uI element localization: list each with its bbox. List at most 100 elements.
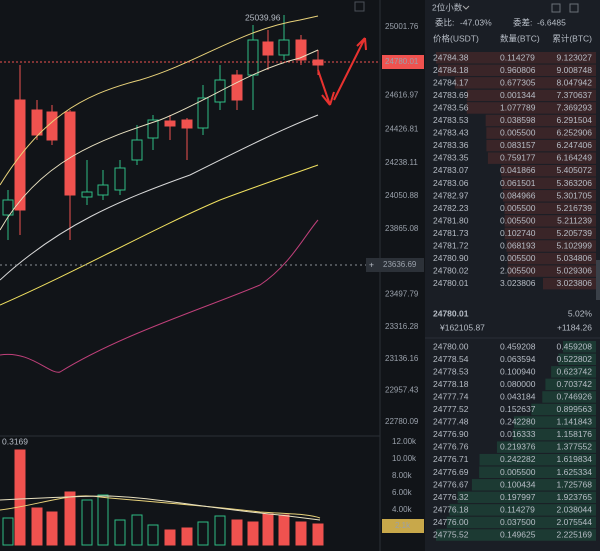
candle xyxy=(46,111,58,141)
volume-bar xyxy=(231,519,243,546)
volume-bar xyxy=(64,491,76,546)
amount: 0.242282 xyxy=(500,454,536,464)
amount: 0.043184 xyxy=(500,391,536,401)
settings-icon[interactable] xyxy=(354,1,365,12)
cumulative: 1.923765 xyxy=(557,492,593,502)
volume-bar xyxy=(131,514,143,546)
ma-line xyxy=(0,219,319,373)
depth-bar xyxy=(466,89,596,102)
price: 24783.06 xyxy=(433,178,469,188)
volume-axis-label: 8.00k xyxy=(392,471,413,480)
price: 24783.07 xyxy=(433,165,469,175)
icon[interactable] xyxy=(569,3,579,13)
crosshair-plus: + xyxy=(369,259,374,269)
price-axis-label: 24616.97 xyxy=(385,91,419,100)
amount: 0.083157 xyxy=(500,140,536,150)
candle xyxy=(97,184,109,196)
amount: 0.152637 xyxy=(500,404,536,414)
cumulative: 8.047942 xyxy=(557,77,593,87)
cumulative: 0.623742 xyxy=(557,366,593,376)
cumulative: 2.038044 xyxy=(557,504,593,514)
price: 24778.54 xyxy=(433,354,469,364)
cumulative: 5.034806 xyxy=(557,253,593,263)
icon[interactable] xyxy=(551,3,561,13)
amount: 0.041866 xyxy=(500,165,536,175)
column-header: 累计(BTC) xyxy=(552,33,592,43)
candle xyxy=(181,119,193,129)
volume-bar xyxy=(312,523,324,546)
price-axis-label: 24426.81 xyxy=(385,124,419,133)
cumulative: 0.522802 xyxy=(557,354,593,364)
depth-bar xyxy=(501,164,596,177)
depth-bar xyxy=(542,391,596,403)
amount: 0.219376 xyxy=(500,442,536,452)
price-axis-label: 22780.09 xyxy=(385,417,419,426)
high-label: 25039.96 xyxy=(245,12,281,22)
depth-bar xyxy=(558,353,596,366)
depth-bar xyxy=(487,152,596,164)
amount: 0.005500 xyxy=(500,215,536,225)
amount: 0.114279 xyxy=(500,504,535,514)
cumulative: 6.164249 xyxy=(557,153,593,163)
candle xyxy=(114,167,126,191)
cumulative: 0.899563 xyxy=(557,404,593,414)
candle xyxy=(231,74,243,101)
price: 24780.00 xyxy=(433,341,469,351)
candle xyxy=(197,97,209,129)
cumulative: 5.102999 xyxy=(557,241,593,251)
amount: 0.114279 xyxy=(500,52,535,62)
depth-bar xyxy=(479,466,596,478)
price: 24775.52 xyxy=(433,530,469,540)
column-header: 价格(USDT) xyxy=(433,33,479,43)
crosshair-box xyxy=(366,258,424,272)
amount: 1.077789 xyxy=(500,102,536,112)
ma-line xyxy=(0,114,319,281)
cumulative: 1.377552 xyxy=(557,442,593,452)
price: 24777.52 xyxy=(433,404,469,414)
cumulative: 9.008748 xyxy=(557,65,593,75)
cumulative: 5.301705 xyxy=(557,190,593,200)
depth-bar xyxy=(438,64,596,77)
candles xyxy=(2,15,324,240)
depth-bar xyxy=(454,77,596,89)
amount: 0.960806 xyxy=(500,65,536,75)
cumulative: 5.216739 xyxy=(557,203,593,213)
depth-bar xyxy=(504,202,596,215)
amount: 0.005500 xyxy=(500,128,536,138)
price: 24781.72 xyxy=(433,241,469,251)
volume-bar xyxy=(81,499,93,546)
precision-select[interactable]: 2位小数 xyxy=(432,2,463,12)
volume-current-label: 2.1k xyxy=(395,521,411,530)
cumulative: 5.205739 xyxy=(557,228,593,238)
change: 5.02% xyxy=(568,308,593,318)
price: 24778.53 xyxy=(433,366,469,376)
amount: 0.759177 xyxy=(500,153,536,163)
chart-bg xyxy=(0,0,425,551)
amount: 0.102740 xyxy=(500,228,536,238)
volume-ma xyxy=(0,495,321,521)
volume-axis-label: 6.00k xyxy=(392,488,413,497)
candle xyxy=(164,120,176,127)
depth-bar xyxy=(504,215,596,227)
candle xyxy=(278,39,290,56)
price-axis-label: 22957.43 xyxy=(385,386,419,395)
volume-bar xyxy=(262,513,274,546)
price: 24776.00 xyxy=(433,517,469,527)
ma-line xyxy=(0,49,319,231)
cumulative: 0.459208 xyxy=(557,341,593,351)
price: 24776.18 xyxy=(433,504,469,514)
scrollbar[interactable] xyxy=(596,260,600,300)
volume-bar xyxy=(247,521,259,546)
price: 24782.97 xyxy=(433,190,469,200)
depth-bar xyxy=(531,403,596,416)
amount: 0.063594 xyxy=(500,354,536,364)
dropdown-caret[interactable] xyxy=(462,5,470,10)
amount: 0.005500 xyxy=(500,467,536,477)
current-price-label: 24780.01 xyxy=(385,57,419,66)
price: 24783.69 xyxy=(433,90,469,100)
amount: 2.005500 xyxy=(500,266,536,276)
arrow-up xyxy=(333,37,367,101)
cumulative: 1.158176 xyxy=(557,429,593,439)
depth-bar xyxy=(504,227,596,240)
